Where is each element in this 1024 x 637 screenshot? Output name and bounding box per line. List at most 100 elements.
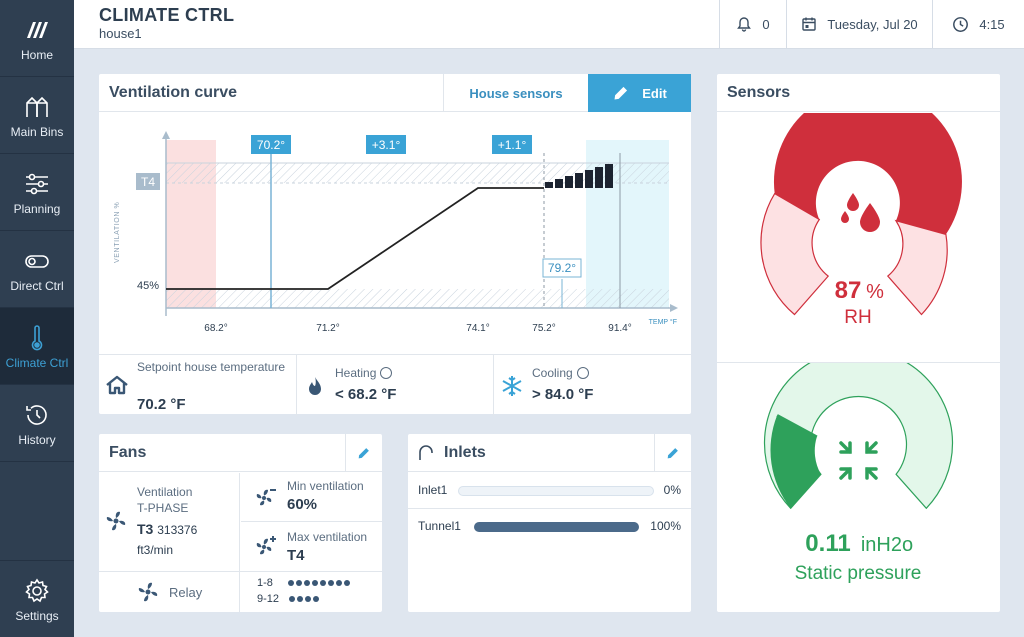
inlet-value: 100%	[650, 519, 681, 533]
ventilation-stage: T3	[137, 521, 154, 537]
card-header: Inlets	[408, 434, 691, 472]
sidebar-item-home[interactable]: Home	[0, 0, 74, 77]
house-sensors-tab[interactable]: House sensors	[443, 74, 588, 112]
rh-gauge[interactable]: 87 % RH	[717, 113, 1000, 363]
compress-icon	[839, 441, 878, 480]
pencil-icon	[358, 448, 369, 459]
sidebar-item-label: Settings	[15, 609, 59, 623]
static-pressure-gauge[interactable]: 0.11 inH2o Static pressure	[717, 363, 1000, 612]
t4-badge	[136, 173, 160, 190]
sliders-icon	[26, 173, 48, 195]
relay-dots-1	[287, 577, 352, 589]
bell-icon	[737, 17, 752, 32]
sp-value: 0.11	[805, 530, 850, 557]
sidebar-item-history[interactable]: History	[0, 385, 74, 462]
setpoint-value: 70.2 °F	[137, 396, 186, 413]
cooling-label: Cooling	[532, 366, 573, 380]
card-title: Fans	[109, 443, 147, 461]
ventilation-curve-chart: VENTILATION % T4 45% 68.2° 71.2° 74.1° 7…	[114, 131, 678, 334]
ventilation-cell[interactable]: Ventilation T-PHASE T3 313376 ft3/min	[99, 473, 240, 571]
x-axis-label: TEMP °F	[649, 318, 677, 326]
card-header: Ventilation curve	[99, 74, 691, 112]
logo-icon	[27, 22, 48, 38]
bins-icon	[26, 96, 48, 117]
sidebar-item-direct-ctrl[interactable]: Direct Ctrl	[0, 231, 74, 308]
edit-label: Edit	[642, 85, 667, 101]
setpoint-cell[interactable]: Setpoint house temperature 70.2 °F	[99, 354, 297, 416]
max-band	[166, 163, 669, 183]
inlets-card: Inlets Inlet1 0% Tunnel1 100%	[408, 434, 691, 612]
sidebar-item-planning[interactable]: Planning	[0, 154, 74, 231]
x-tick: 74.1°	[466, 323, 489, 334]
notifications-button[interactable]: 0	[719, 0, 786, 48]
sidebar-item-label: Main Bins	[10, 125, 64, 139]
rh-gauge-fill	[774, 113, 962, 235]
y-label-bottom: 45%	[137, 280, 159, 292]
inlet-row[interactable]: Inlet1 0%	[408, 473, 691, 509]
ventilation-curve	[166, 187, 544, 290]
card-title: Sensors	[727, 83, 791, 101]
x-tick: 71.2°	[316, 323, 339, 334]
x-tick: 68.2°	[204, 323, 227, 334]
date-display[interactable]: Tuesday, Jul 20	[786, 0, 932, 48]
inlet-name: Inlet1	[418, 483, 448, 497]
flame-icon	[309, 377, 321, 395]
fan-minus-icon	[256, 489, 276, 506]
sidebar-item-label: Direct Ctrl	[10, 279, 64, 293]
time-display[interactable]: 4:15	[932, 0, 1024, 48]
thermometer-icon	[31, 325, 43, 351]
y-label-top: T4	[141, 175, 155, 189]
sp-label: Static pressure	[795, 563, 922, 584]
max-ventilation-cell[interactable]: Max ventilation T4	[241, 522, 382, 571]
time-text: 4:15	[979, 16, 1005, 32]
relay-cell[interactable]: Relay	[99, 572, 240, 612]
inlet-name: Tunnel1	[418, 519, 461, 533]
heating-cell[interactable]: Heating < 68.2 °F	[297, 354, 494, 416]
cooling-value: > 84.0 °F	[532, 386, 594, 403]
ventilation-label: Ventilation	[137, 485, 193, 499]
sidebar-item-label: History	[18, 433, 56, 447]
current-temp-callout-text: 79.2°	[548, 261, 576, 275]
inlet-value: 0%	[663, 483, 681, 497]
fan-icon	[106, 511, 126, 531]
card-header: Sensors	[717, 74, 1000, 112]
page-subtitle: house1	[99, 26, 142, 41]
notification-count: 0	[762, 16, 770, 32]
edit-button[interactable]: Edit	[588, 74, 691, 112]
sp-gauge-fill	[770, 415, 821, 509]
page-title: CLIMATE CTRL	[99, 5, 235, 25]
min-ventilation-value: 60%	[287, 496, 318, 513]
sp-unit: inH2o	[861, 534, 913, 556]
sidebar-item-settings[interactable]: Settings	[0, 560, 74, 637]
house-icon	[106, 375, 128, 395]
ventilation-unit: ft3/min	[137, 543, 174, 557]
calendar-icon	[802, 17, 817, 31]
min-ventilation-cell[interactable]: Min ventilation 60%	[241, 473, 382, 522]
sidebar-item-main-bins[interactable]: Main Bins	[0, 77, 74, 154]
heating-label: Heating	[335, 366, 377, 380]
cooling-cell[interactable]: Cooling > 84.0 °F	[494, 354, 691, 416]
toggle-icon	[25, 255, 49, 268]
relay-label: Relay	[169, 585, 203, 600]
pencil-icon	[614, 86, 628, 100]
sidebar-item-label: Planning	[13, 202, 61, 216]
setpoint-callout	[251, 135, 291, 154]
relay-group-2: 9-12	[257, 593, 321, 605]
inlet-row[interactable]: Tunnel1 100%	[408, 509, 691, 545]
y-axis-label: VENTILATION %	[114, 202, 121, 263]
rh-label: RH	[844, 307, 871, 328]
rh-value: 87	[835, 277, 862, 304]
sidebar-item-climate-ctrl[interactable]: Climate Ctrl	[0, 308, 74, 385]
sensors-card: Sensors 87 % RH 0.11 inH2o Static pressu…	[717, 74, 1000, 612]
current-temp-callout	[542, 258, 582, 278]
offset-callout-2-text: +1.1°	[498, 138, 527, 152]
x-tick: 91.4°	[608, 323, 631, 334]
snowflake-icon	[502, 376, 522, 396]
sidebar: Home Main Bins Planning Direct Ctrl Clim…	[0, 0, 74, 637]
x-tick: 75.2°	[532, 323, 555, 334]
offset-callout-1-text: +3.1°	[372, 138, 401, 152]
edit-fans-button[interactable]	[345, 434, 382, 472]
max-ventilation-label: Max ventilation	[287, 530, 368, 544]
edit-inlets-button[interactable]	[654, 434, 691, 472]
history-icon	[26, 405, 47, 425]
